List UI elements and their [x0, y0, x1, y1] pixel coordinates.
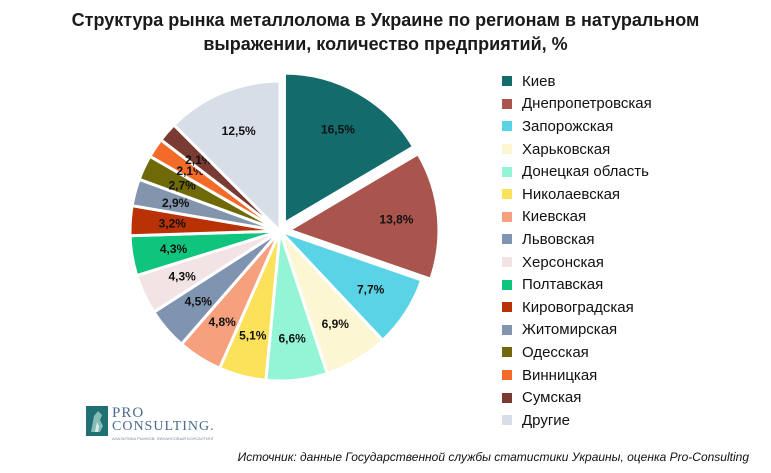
company-logo: PRO CONSULTING. АНАЛИТИКА РЫНКОВ. ФИНАНС…: [86, 405, 226, 443]
legend-item: Николаевская: [502, 183, 652, 206]
legend-label: Харьковская: [522, 140, 611, 158]
legend-item: Киевская: [502, 206, 652, 229]
legend-label: Запорожская: [522, 117, 614, 135]
legend-swatch: [502, 370, 512, 381]
legend-item: Одесская: [502, 341, 652, 364]
legend-label: Сумская: [522, 389, 582, 407]
legend-item: Херсонская: [502, 251, 652, 274]
legend-item: Полтавская: [502, 273, 652, 296]
legend-label: Киев: [522, 72, 556, 90]
legend-swatch: [502, 415, 512, 426]
legend-item: Кировоградская: [502, 296, 652, 319]
pie-slice: [282, 71, 416, 226]
chart-legend: Киев Днепропетровская Запорожская Харьковск…: [502, 70, 652, 432]
legend-item: Запорожская: [502, 115, 652, 138]
legend-swatch: [502, 257, 512, 268]
legend-item: Киев: [502, 70, 652, 93]
slice-data-label: 16,5%: [321, 122, 355, 136]
legend-label: Николаевская: [522, 185, 621, 203]
legend-item: Донецкая область: [502, 160, 652, 183]
chart-title: Структура рынка металлолома в Украине по…: [0, 8, 771, 56]
legend-label: Одесская: [522, 343, 589, 361]
legend-label: Львовская: [522, 230, 595, 248]
legend-label: Днепропетровская: [522, 95, 652, 113]
legend-item: Житомирская: [502, 319, 652, 342]
legend-item: Днепропетровская: [502, 93, 652, 116]
legend-swatch: [502, 166, 512, 177]
logo-emblem-icon: [86, 406, 108, 436]
legend-label: Киевская: [522, 208, 587, 226]
slice-data-label: 4,5%: [185, 295, 213, 309]
legend-label: Херсонская: [522, 253, 604, 271]
pie-slice: [285, 151, 441, 282]
slice-data-label: 6,9%: [322, 317, 350, 331]
slice-data-label: 7,7%: [357, 283, 385, 297]
logo-text-pro: PRO: [112, 405, 145, 421]
legend-swatch: [502, 347, 512, 358]
legend-swatch: [502, 392, 512, 403]
slice-data-label: 4,8%: [208, 315, 236, 329]
slice-data-label: 4,3%: [168, 270, 196, 284]
slice-data-label: 2,9%: [162, 196, 190, 210]
legend-swatch: [502, 234, 512, 245]
legend-label: Кировоградская: [522, 298, 634, 316]
legend-label: Полтавская: [522, 276, 604, 294]
legend-swatch: [502, 302, 512, 313]
legend-label: Житомирская: [522, 321, 618, 339]
slice-data-label: 2,7%: [168, 178, 196, 192]
legend-item: Харьковская: [502, 138, 652, 161]
pie-slice: [171, 79, 282, 235]
legend-swatch: [502, 98, 512, 109]
legend-swatch: [502, 121, 512, 132]
legend-label: Донецкая область: [522, 163, 649, 181]
slice-data-label: 6,6%: [279, 331, 307, 345]
legend-swatch: [502, 211, 512, 222]
slice-data-label: 13,8%: [379, 212, 413, 226]
slice-data-label: 3,2%: [159, 217, 187, 231]
chart-title-line-1: Структура рынка металлолома в Украине по…: [71, 10, 700, 30]
logo-tagline: АНАЛИТИКА РЫНКОВ. ФИНАНСОВЫЙ КОНСАЛТИНГ: [112, 436, 214, 441]
legend-item: Винницкая: [502, 364, 652, 387]
legend-label: Винницкая: [522, 366, 598, 384]
legend-item: Сумская: [502, 386, 652, 409]
legend-swatch: [502, 76, 512, 87]
slice-data-label: 4,3%: [160, 242, 188, 256]
chart-title-line-2: выражении, количество предприятий, %: [203, 34, 568, 54]
slice-data-label: 5,1%: [239, 329, 267, 343]
legend-label: Другие: [522, 411, 571, 429]
source-note: Источник: данные Государственной службы …: [237, 450, 749, 464]
legend-swatch: [502, 279, 512, 290]
legend-swatch: [502, 189, 512, 200]
legend-item: Львовская: [502, 228, 652, 251]
slice-data-label: 12,5%: [222, 124, 256, 138]
legend-item: Другие: [502, 409, 652, 432]
legend-swatch: [502, 324, 512, 335]
logo-text-consulting: CONSULTING.: [112, 419, 215, 434]
legend-swatch: [502, 144, 512, 155]
